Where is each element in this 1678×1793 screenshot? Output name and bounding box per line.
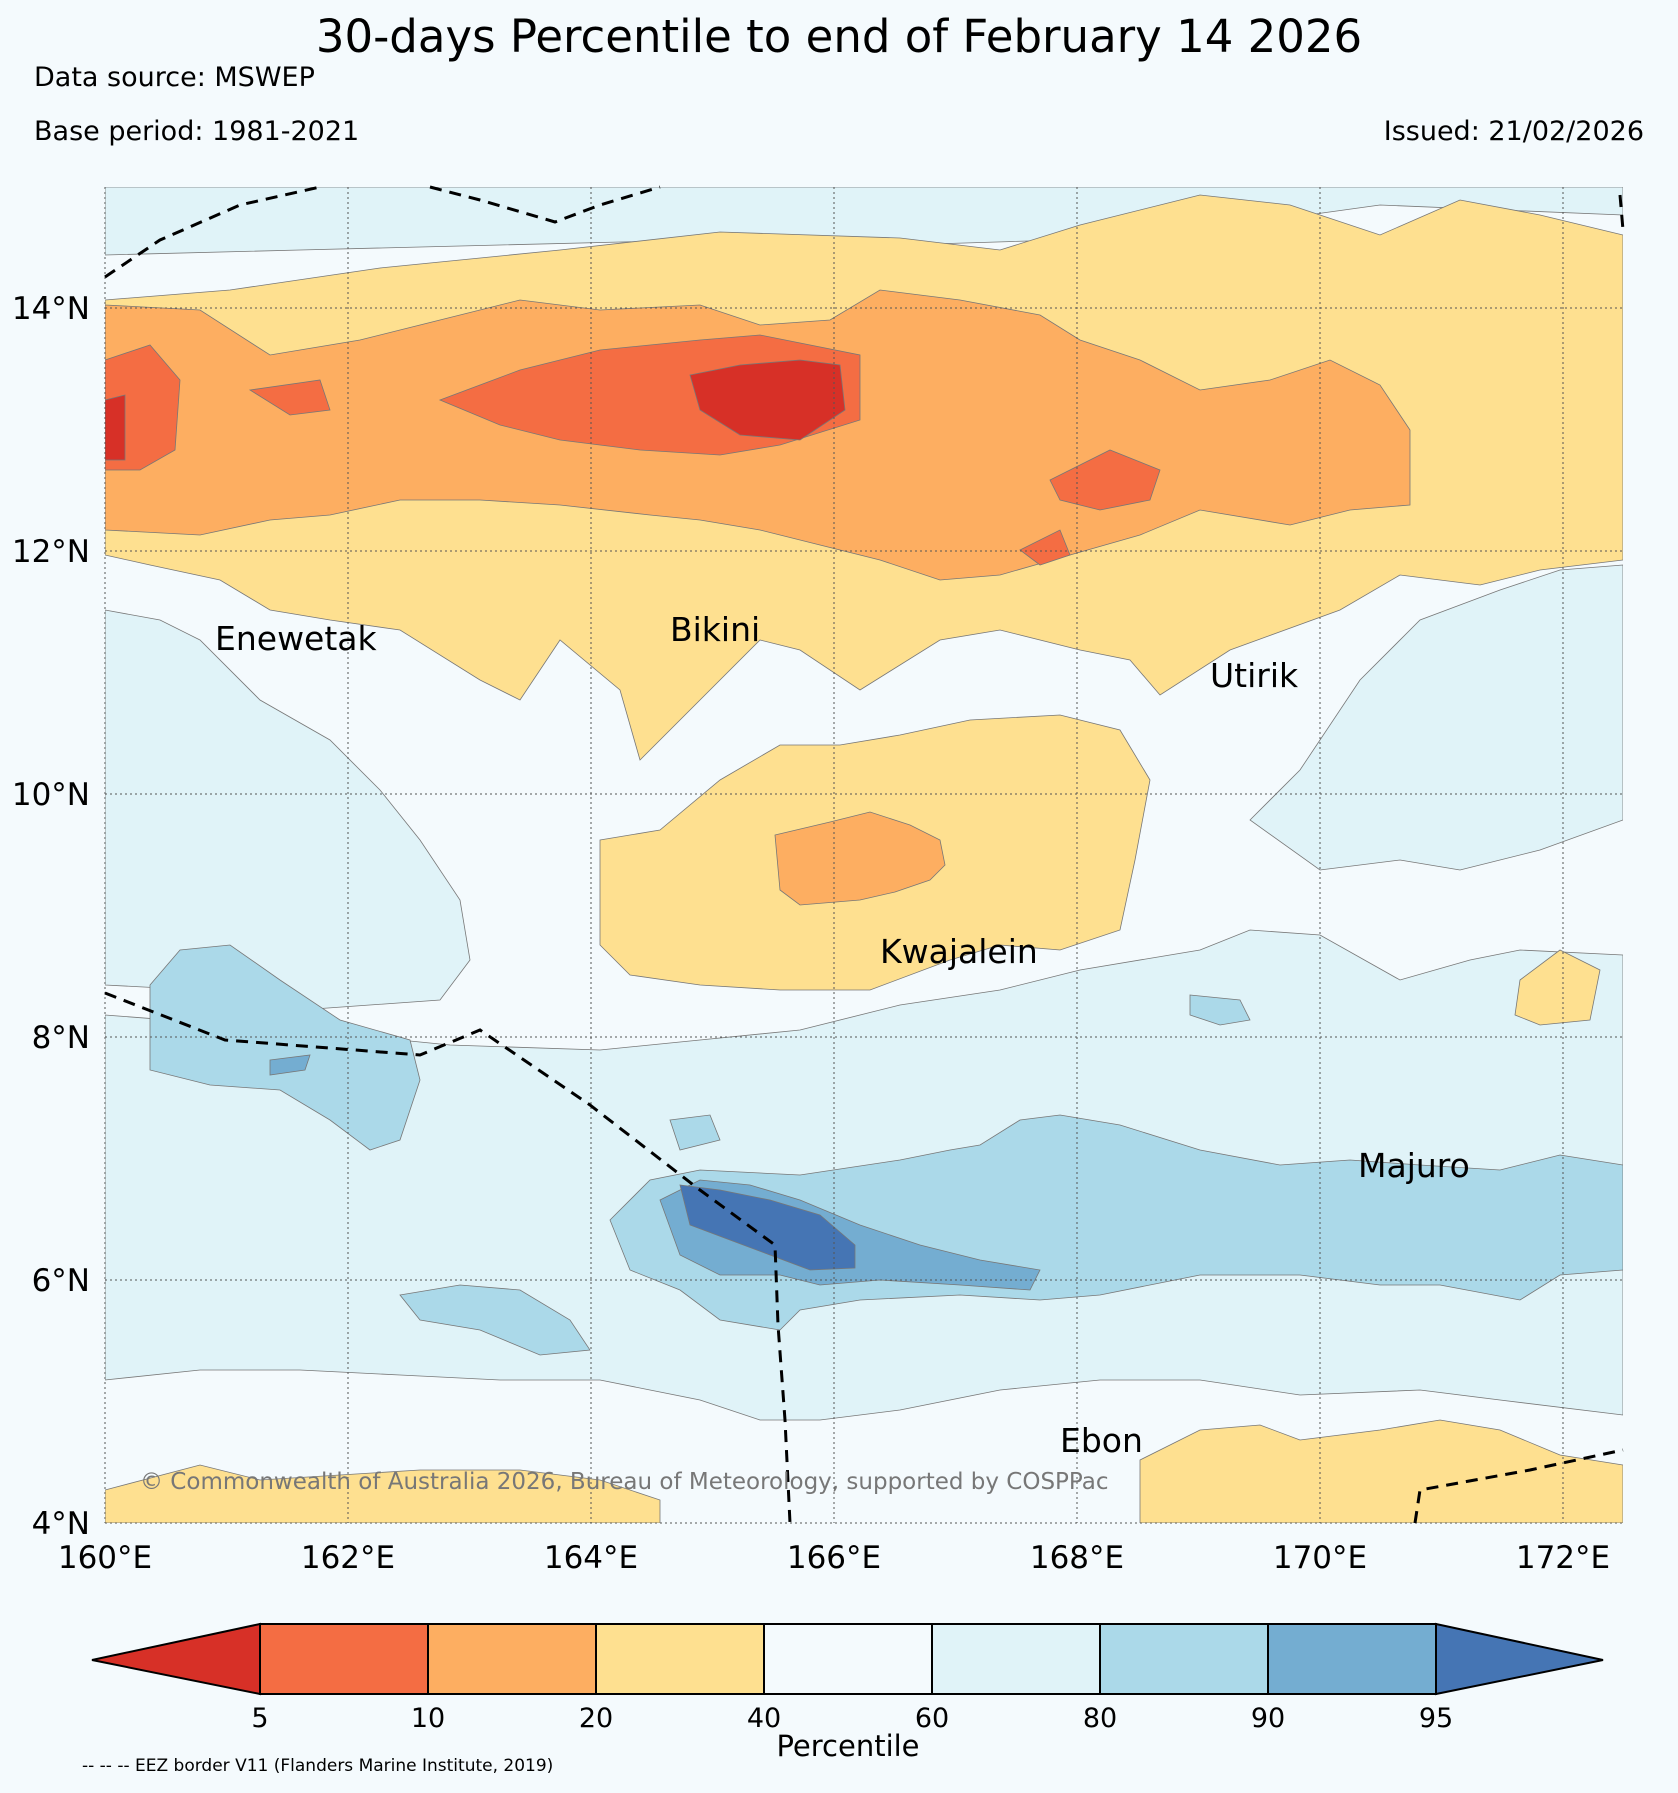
lon-tick-160: 160°E	[58, 1540, 152, 1576]
colorbar-extend-high	[1435, 1622, 1604, 1696]
contour-40-south-strip	[105, 949, 1623, 1523]
map-area	[104, 185, 1625, 1524]
contour-20-central-blob	[774, 811, 946, 906]
colorbar-tick-40: 40	[747, 1703, 781, 1734]
place-label-utirik: Utirik	[1210, 656, 1299, 695]
colorbar	[91, 1622, 1604, 1696]
base-period-label: Base period: 1981-2021	[34, 116, 360, 147]
colorbar-tick-10: 10	[411, 1703, 445, 1734]
colorbar-bin-80-90	[1099, 1623, 1269, 1695]
place-label-bikini: Bikini	[670, 610, 760, 649]
colorbar-bin-5-10	[259, 1623, 429, 1695]
colorbar-tick-5: 5	[251, 1703, 268, 1734]
lat-tick-14: 14°N	[12, 291, 90, 327]
colorbar-extend-low	[91, 1622, 261, 1696]
colorbar-bin-60-80	[931, 1623, 1101, 1695]
colorbar-tick-90: 90	[1251, 1703, 1285, 1734]
lon-tick-170: 170°E	[1273, 1540, 1367, 1576]
place-label-kwajalein: Kwajalein	[880, 932, 1038, 971]
contour-90-band	[149, 944, 1623, 1356]
place-label-enewetak: Enewetak	[215, 619, 378, 658]
colorbar-tick-95: 95	[1419, 1703, 1453, 1734]
colorbar-ticks: 5 10 20 40 60 80 90 95	[251, 1703, 1453, 1734]
place-label-ebon: Ebon	[1060, 1421, 1143, 1460]
colorbar-bin-10-20	[427, 1623, 597, 1695]
data-source-label: Data source: MSWEP	[34, 62, 315, 93]
gridlines	[104, 187, 1623, 1524]
longitude-ticks: 160°E 162°E 164°E 166°E 168°E 170°E 172°…	[58, 1540, 1610, 1576]
lat-tick-10: 10°N	[12, 777, 90, 813]
eez-borders	[104, 185, 1625, 1524]
contour-10-band	[105, 334, 1161, 566]
colorbar-bin-20-40	[595, 1623, 765, 1695]
lon-tick-164: 164°E	[544, 1540, 638, 1576]
issued-date-label: Issued: 21/02/2026	[1383, 116, 1644, 147]
page-title: 30-days Percentile to end of February 14…	[315, 10, 1363, 63]
lat-tick-12: 12°N	[12, 534, 90, 570]
colorbar-label: Percentile	[776, 1729, 919, 1763]
contour-5-core	[105, 359, 846, 461]
colorbar-tick-80: 80	[1083, 1703, 1117, 1734]
colorbar-bin-40-60	[763, 1623, 933, 1695]
lat-tick-4: 4°N	[32, 1506, 90, 1542]
colorbar-tick-20: 20	[579, 1703, 613, 1734]
contour-80-east-patch	[1249, 564, 1623, 871]
lon-tick-166: 166°E	[787, 1540, 881, 1576]
copyright-text: © Commonwealth of Australia 2026, Bureau…	[140, 1469, 1109, 1495]
lat-tick-8: 8°N	[32, 1020, 90, 1056]
latitude-ticks: 4°N 6°N 8°N 10°N 12°N 14°N	[12, 291, 90, 1542]
place-label-majuro: Majuro	[1358, 1146, 1470, 1185]
lon-tick-172: 172°E	[1516, 1540, 1610, 1576]
colorbar-bin-90-95	[1267, 1623, 1437, 1695]
lon-tick-168: 168°E	[1030, 1540, 1124, 1576]
colorbar-tick-60: 60	[915, 1703, 949, 1734]
lat-tick-6: 6°N	[32, 1263, 90, 1299]
lon-tick-162: 162°E	[301, 1540, 395, 1576]
eez-border-legend: -- -- -- EEZ border V11 (Flanders Marine…	[82, 1756, 554, 1776]
